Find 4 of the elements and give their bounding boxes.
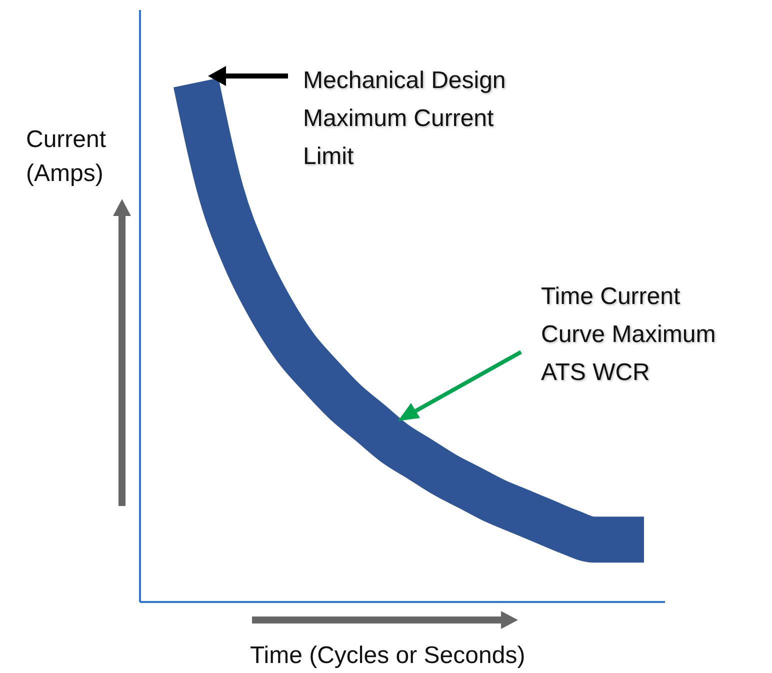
y-axis-title: Current (Amps) [26,125,106,189]
x-axis-title: Time (Cycles or Seconds) [250,641,526,671]
annotation: Time Current Curve Maximum ATS WCR [541,282,716,388]
annotation: Mechanical Design Maximum Current Limit [303,66,506,172]
